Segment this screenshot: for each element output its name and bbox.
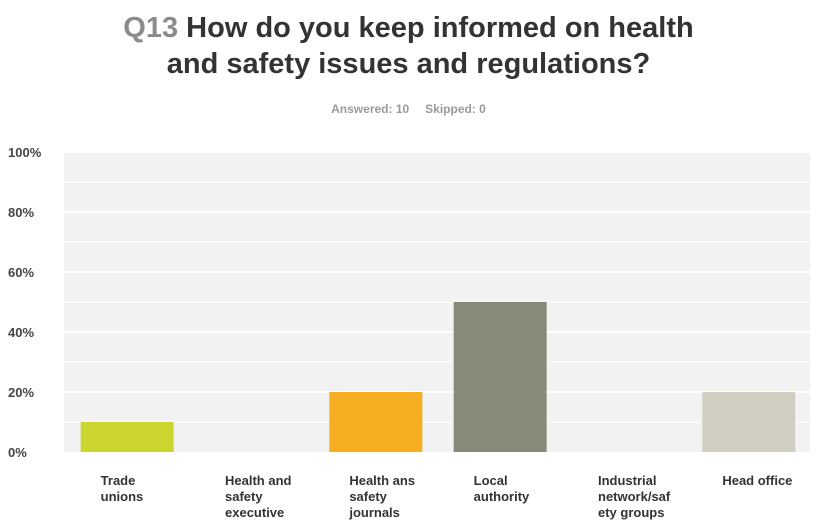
x-tick-label-line: authority [473, 489, 530, 504]
y-tick-label: 80% [8, 205, 34, 220]
answered-count: Answered: 10 [331, 102, 410, 116]
chart-title: Q13 How do you keep informed on health a… [0, 10, 817, 82]
x-tick-label-line: ety groups [598, 505, 665, 520]
title-line-1: Q13 How do you keep informed on health [0, 10, 817, 46]
y-tick-label: 40% [8, 325, 34, 340]
bar [329, 392, 423, 452]
y-tick-label: 0% [8, 445, 27, 460]
y-tick-label: 100% [8, 145, 42, 160]
x-tick-label: Trade unions [101, 473, 201, 505]
x-tick-label: Health and safety executive [225, 473, 325, 521]
x-tick-label: Head office [722, 473, 817, 489]
bar [702, 392, 796, 452]
x-tick-label: Health ans safety journals [349, 473, 449, 521]
x-tick-label: Industrial network/saf ety groups [598, 473, 698, 521]
x-tick-label-line: safety [349, 489, 387, 504]
question-number: Q13 [123, 12, 179, 44]
x-tick-label-line: Industrial [598, 473, 657, 488]
response-summary: Answered: 10 Skipped: 0 [0, 102, 817, 116]
x-tick-label-line: Local [473, 473, 508, 488]
bar [453, 302, 547, 452]
y-tick-label: 60% [8, 265, 34, 280]
y-tick-label: 20% [8, 385, 34, 400]
x-tick-label-line: safety [225, 489, 263, 504]
x-tick-label-line: executive [225, 505, 285, 520]
x-tick-label: Local authority [474, 473, 574, 505]
x-tick-label-line: Head office [722, 473, 793, 488]
title-line-2: and safety issues and regulations? [166, 48, 651, 80]
x-tick-label-line: unions [100, 489, 144, 504]
x-tick-label-line: Health and [225, 473, 292, 488]
x-tick-label-line: network/saf [598, 489, 671, 504]
x-tick-label-line: journals [349, 505, 400, 520]
bar [80, 422, 174, 452]
x-tick-label-line: Trade [100, 473, 136, 488]
x-tick-label-line: Health ans [349, 473, 416, 488]
skipped-count: Skipped: 0 [425, 102, 486, 116]
title-text-1: How do you keep informed on health [186, 12, 694, 44]
